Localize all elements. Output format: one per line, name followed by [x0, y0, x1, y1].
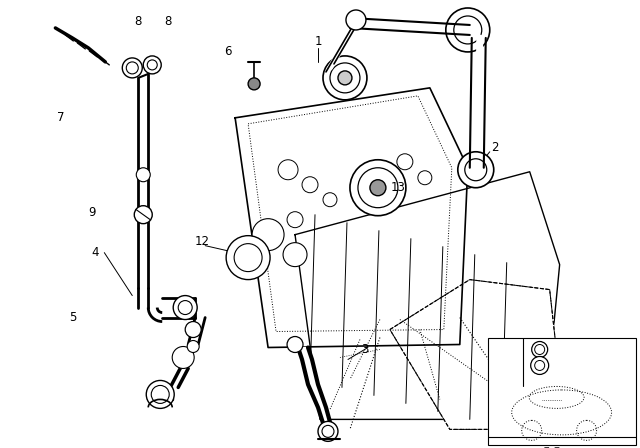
Circle shape — [458, 152, 493, 188]
Text: 4: 4 — [92, 246, 99, 259]
Circle shape — [522, 359, 538, 375]
Circle shape — [338, 71, 352, 85]
Polygon shape — [235, 88, 468, 348]
Text: 12: 12 — [195, 235, 210, 248]
Polygon shape — [390, 280, 559, 429]
Text: 8: 8 — [164, 16, 172, 29]
Circle shape — [323, 56, 367, 100]
Text: 11: 11 — [499, 362, 513, 372]
Circle shape — [397, 154, 413, 170]
Circle shape — [318, 422, 338, 441]
Circle shape — [136, 168, 150, 182]
Circle shape — [531, 357, 548, 375]
Text: 5: 5 — [68, 311, 76, 324]
Text: 13: 13 — [390, 181, 405, 194]
Circle shape — [505, 343, 555, 392]
Polygon shape — [298, 348, 332, 429]
Circle shape — [302, 177, 318, 193]
Bar — [488, 337, 636, 445]
Text: 00_0_802: 00_0_802 — [533, 438, 577, 447]
Circle shape — [147, 380, 174, 409]
Circle shape — [370, 180, 386, 196]
Circle shape — [350, 160, 406, 215]
Text: 9: 9 — [88, 206, 96, 219]
Circle shape — [134, 206, 152, 224]
Circle shape — [143, 56, 161, 74]
Circle shape — [323, 193, 337, 207]
Polygon shape — [295, 172, 559, 419]
Circle shape — [278, 160, 298, 180]
Circle shape — [283, 243, 307, 267]
Text: 6: 6 — [225, 45, 232, 58]
Circle shape — [532, 341, 548, 358]
Circle shape — [252, 219, 284, 250]
Text: 8: 8 — [134, 16, 142, 29]
Circle shape — [187, 340, 199, 353]
Circle shape — [226, 236, 270, 280]
Text: 10: 10 — [176, 353, 190, 362]
Circle shape — [446, 8, 490, 52]
Circle shape — [185, 322, 201, 337]
Circle shape — [418, 171, 432, 185]
Circle shape — [172, 346, 194, 368]
Circle shape — [248, 78, 260, 90]
Circle shape — [287, 336, 303, 353]
Text: 2: 2 — [491, 141, 499, 154]
Text: 3: 3 — [361, 343, 369, 356]
Circle shape — [287, 212, 303, 228]
Text: 1: 1 — [314, 35, 322, 48]
Circle shape — [346, 10, 366, 30]
Circle shape — [122, 58, 142, 78]
Polygon shape — [390, 280, 559, 429]
Text: 7: 7 — [56, 112, 64, 125]
Circle shape — [173, 296, 197, 319]
Text: 10: 10 — [499, 346, 512, 357]
